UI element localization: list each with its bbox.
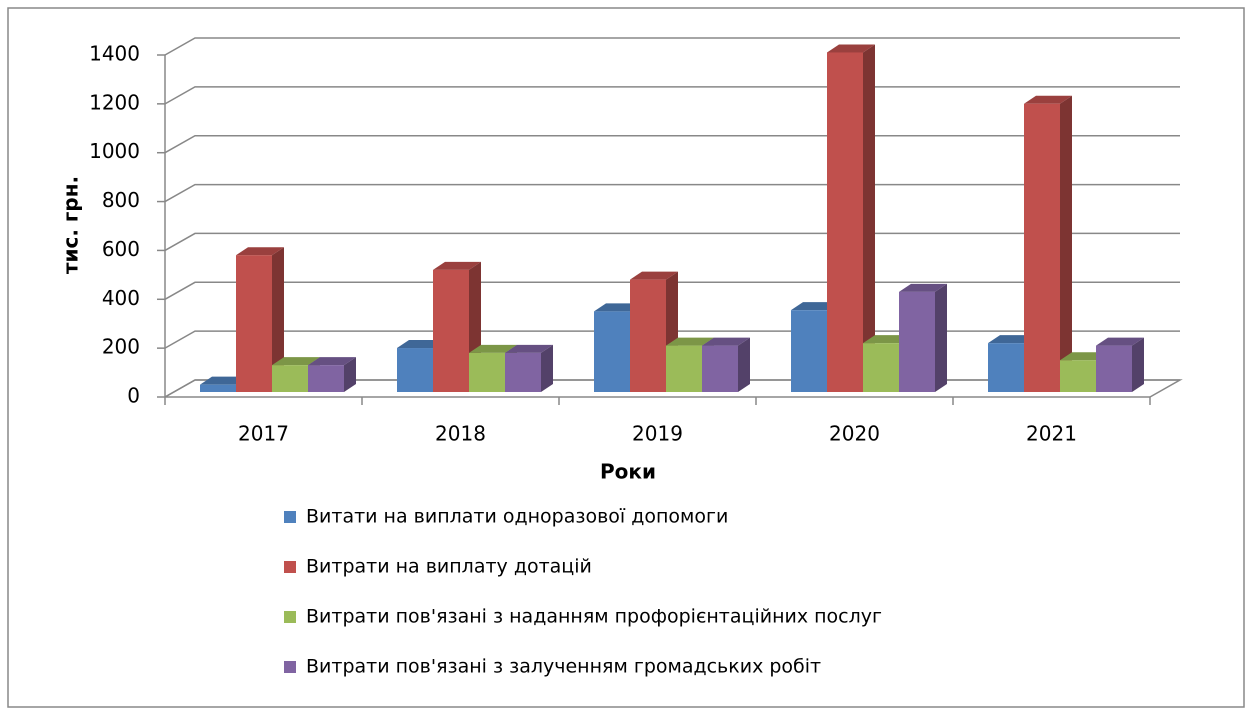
x-tick-label: 2021: [1026, 422, 1077, 446]
bar-top: [666, 337, 714, 346]
bar-side: [1060, 95, 1072, 392]
bar-top: [433, 261, 481, 270]
bar-side: [272, 247, 284, 392]
bar: [630, 279, 666, 392]
x-tick-label: 2019: [632, 422, 683, 446]
bar-top: [505, 344, 553, 353]
bar: [308, 365, 344, 392]
bar: [666, 345, 702, 392]
bar-top: [469, 344, 517, 353]
y-tick-label: 1200: [89, 90, 140, 114]
bar-top: [308, 357, 356, 366]
bar-top: [899, 283, 947, 292]
bar: [397, 348, 433, 392]
bar: [702, 345, 738, 392]
bar: [827, 52, 863, 392]
bar: [594, 311, 630, 392]
x-tick-label: 2020: [829, 422, 880, 446]
y-tick-label: 800: [102, 188, 140, 212]
bar: [1024, 103, 1060, 392]
x-axis-title: Роки: [600, 460, 656, 484]
legend-label: Витати на виплати одноразової допомоги: [306, 506, 728, 528]
bar-side: [738, 337, 750, 392]
legend-swatch: [284, 511, 296, 523]
bar: [791, 310, 827, 392]
y-tick-label: 1000: [89, 139, 140, 163]
bar: [1096, 345, 1132, 392]
x-tick-label: 2017: [238, 422, 289, 446]
bar-top: [1096, 337, 1144, 346]
bar: [272, 365, 308, 392]
legend-swatch: [284, 661, 296, 673]
bar-side: [541, 344, 553, 392]
bar: [505, 352, 541, 392]
legend-swatch: [284, 561, 296, 573]
bar: [899, 291, 935, 392]
bar-side: [863, 44, 875, 392]
legend-label: Витрати пов'язані з залученням громадськ…: [306, 656, 821, 678]
bar-side: [935, 283, 947, 392]
bar: [433, 269, 469, 392]
bar-top: [236, 247, 284, 256]
legend-label: Витрати пов'язані з наданням профорієнта…: [306, 606, 882, 628]
bar-side: [1132, 337, 1144, 392]
bar: [200, 384, 236, 392]
bar: [236, 255, 272, 392]
bar-top: [702, 337, 750, 346]
bar-top: [272, 357, 320, 366]
y-tick-label: 400: [102, 286, 140, 310]
legend-label: Витрати на виплату дотацій: [306, 556, 592, 578]
bar-top: [827, 44, 875, 53]
bar-top: [630, 271, 678, 280]
grid-line: [164, 37, 1180, 56]
y-tick-label: 1400: [89, 42, 140, 66]
x-tick-label: 2018: [435, 422, 486, 446]
bar: [1060, 360, 1096, 392]
legend-swatch: [284, 611, 296, 623]
bar: [988, 343, 1024, 392]
y-tick-label: 200: [102, 335, 140, 359]
bar-side: [344, 357, 356, 392]
y-axis-title: тис. грн.: [59, 176, 83, 274]
frame: [7, 7, 1245, 708]
bar: [469, 352, 505, 392]
y-tick-label: 600: [102, 237, 140, 261]
bar: [863, 343, 899, 392]
bar-top: [1024, 95, 1072, 104]
y-tick-label: 0: [127, 384, 140, 408]
